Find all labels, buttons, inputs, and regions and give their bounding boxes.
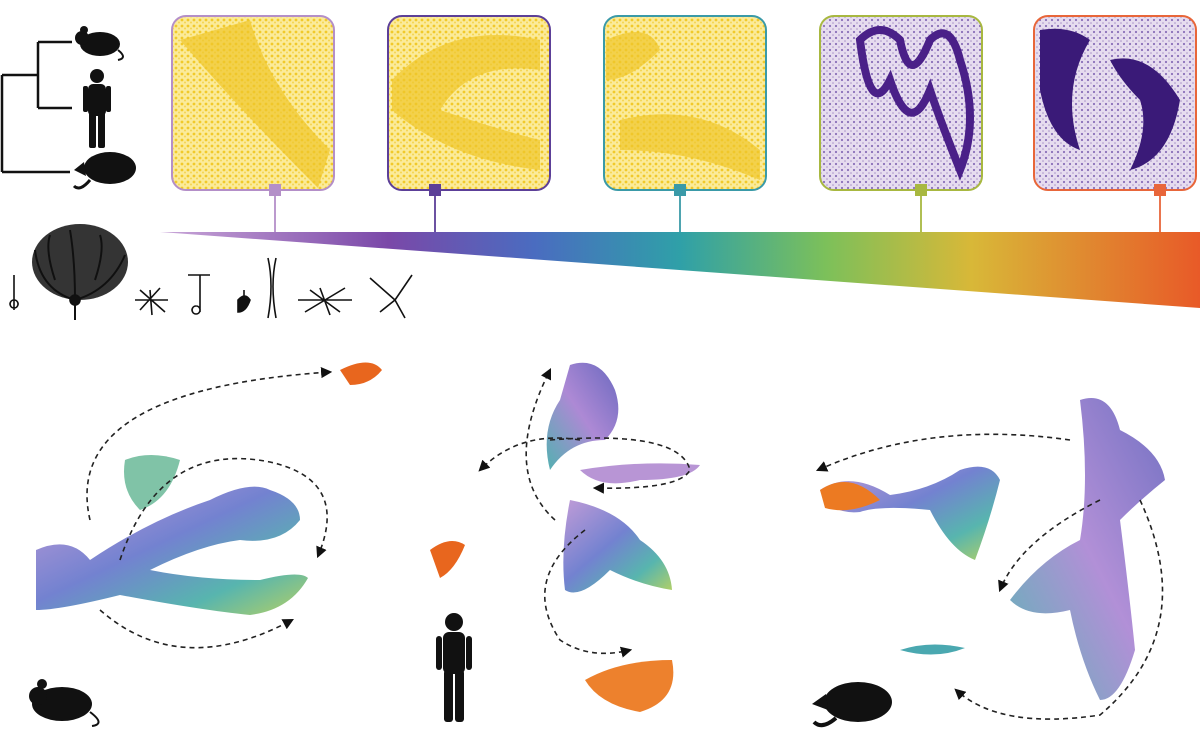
opossum-icon: [72, 152, 136, 190]
panel-structure: [180, 20, 330, 188]
panel-structure: [606, 32, 760, 180]
neuron: [9, 275, 19, 310]
arrow: [815, 433, 1071, 472]
neuron-types: [9, 224, 413, 320]
cluster: [820, 482, 880, 511]
umap-mouse: [29, 362, 382, 727]
arrow: [478, 437, 581, 472]
neuron: [267, 257, 277, 319]
cluster: [124, 455, 180, 510]
connector-square: [1154, 184, 1166, 196]
panel-structure: [855, 26, 974, 181]
cluster: [546, 362, 619, 470]
cluster: [900, 644, 965, 655]
cluster: [585, 660, 674, 712]
human-icon: [436, 613, 472, 722]
connector-square: [269, 184, 281, 196]
panel-structure: [1040, 28, 1180, 170]
cluster: [430, 541, 465, 578]
arrow: [549, 437, 691, 494]
neuron: [237, 290, 251, 313]
arrow: [998, 499, 1101, 593]
arrow: [954, 499, 1164, 720]
cluster: [580, 463, 700, 484]
phylogeny: [0, 26, 136, 190]
mouse-icon: [75, 26, 124, 61]
umap-human: [430, 362, 700, 722]
cluster: [36, 486, 308, 615]
panel-structure: [392, 35, 540, 170]
arrow: [99, 609, 294, 649]
connector-square: [915, 184, 927, 196]
tissue-panels: [171, 15, 1197, 191]
neuron: [369, 274, 413, 319]
arrow: [119, 457, 328, 561]
neuron: [135, 287, 168, 316]
arrow: [525, 367, 556, 521]
cluster: [1010, 398, 1165, 700]
purkinje-neuron: [32, 224, 128, 320]
connector-square: [429, 184, 441, 196]
neuron: [188, 274, 210, 315]
mouse-icon: [29, 679, 100, 727]
arrow: [86, 367, 333, 521]
connectors: [269, 184, 1166, 232]
cluster: [820, 466, 1000, 560]
cluster: [340, 362, 382, 385]
human-icon: [83, 69, 111, 148]
umap-opossum: [812, 398, 1165, 728]
arrow: [544, 529, 633, 658]
opossum-icon: [812, 682, 892, 728]
cluster: [563, 500, 672, 593]
neuron: [298, 287, 352, 316]
tree-lines: [0, 40, 72, 174]
connector-square: [674, 184, 686, 196]
gradient-wedge: [160, 232, 1200, 308]
